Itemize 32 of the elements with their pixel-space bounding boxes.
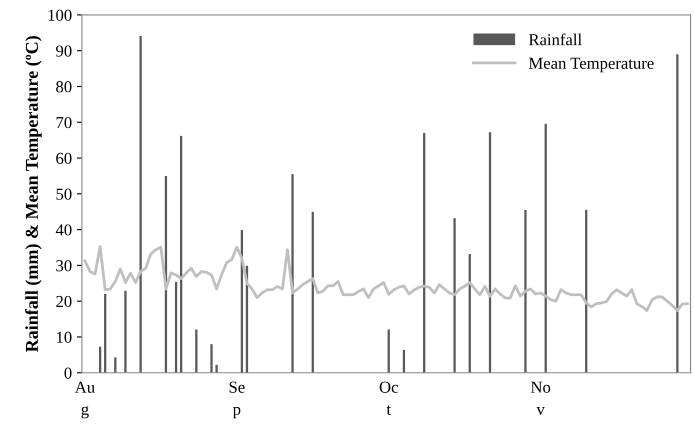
bar: [180, 136, 182, 373]
y-tick-label: 50: [56, 188, 72, 200]
y-tick-label: 30: [56, 260, 72, 272]
bar: [114, 357, 116, 373]
line-series: [84, 245, 689, 312]
y-tick-label: 10: [56, 332, 72, 343]
bar: [388, 329, 390, 373]
y-tick-label: 40: [56, 224, 72, 236]
legend-label: Mean Temperature: [528, 58, 654, 72]
x-tick-label: Au g: [74, 382, 95, 418]
bar: [544, 124, 547, 373]
y-tick-label: 20: [56, 296, 72, 308]
x-tick-label: Se p: [230, 382, 245, 418]
bar: [676, 54, 679, 373]
y-tick-label: 0: [64, 367, 72, 379]
bar: [195, 329, 198, 373]
y-axis-title: Rainfall (mm) & Mean Temperature (ºC): [25, 36, 42, 352]
y-tick-label: 90: [56, 45, 72, 57]
bar: [98, 346, 102, 373]
bar: [312, 212, 314, 373]
y-tick-label: 80: [56, 81, 72, 92]
bar: [585, 210, 588, 373]
y-tick-label: 100: [48, 10, 72, 21]
y-tick-label: 60: [56, 152, 72, 164]
x-tick-label: Oc t: [380, 382, 398, 415]
bar: [104, 294, 106, 373]
bar: [423, 132, 426, 373]
y-tick-label: 70: [56, 116, 72, 128]
bar: [468, 254, 471, 373]
x-tick-label: No v: [530, 382, 550, 415]
bar: [139, 36, 142, 373]
legend-label: Rainfall: [528, 33, 582, 46]
